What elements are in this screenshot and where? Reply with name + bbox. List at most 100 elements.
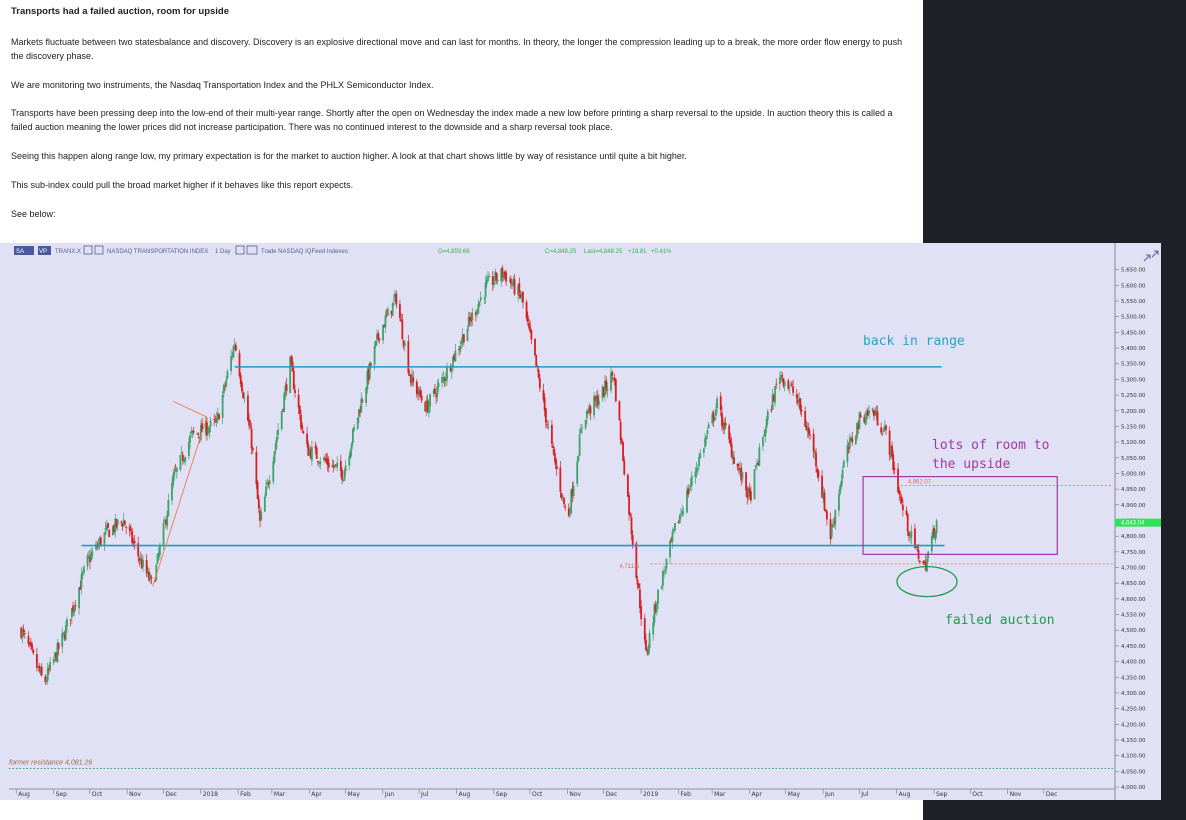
- candle-body: [655, 603, 658, 612]
- candle-body: [78, 587, 80, 609]
- interval-dropdown-icon[interactable]: [235, 245, 245, 255]
- candle-body: [453, 354, 456, 360]
- candle-body: [509, 278, 512, 284]
- candle-body: [154, 579, 156, 582]
- candle-body: [324, 457, 327, 461]
- candle-body: [858, 412, 861, 429]
- bar-type-icon[interactable]: [246, 245, 258, 255]
- x-tick-label: Sep: [496, 791, 508, 798]
- symbol-label[interactable]: TRANX.X: [55, 249, 81, 255]
- x-tick-label: Feb: [240, 791, 251, 798]
- candle-body: [386, 308, 389, 316]
- candle-body: [418, 388, 421, 396]
- candle-body: [918, 560, 921, 563]
- trend-line: [152, 416, 208, 587]
- candle-body: [598, 400, 600, 405]
- x-tick-label: Dec: [1046, 791, 1058, 798]
- candle-body: [841, 469, 844, 479]
- candle-body: [812, 433, 815, 452]
- y-tick-label: 5,000.00: [1121, 471, 1146, 477]
- candle-body: [128, 526, 131, 531]
- candle-body: [198, 436, 201, 438]
- candle-body: [561, 495, 564, 497]
- article-paragraph: Markets fluctuate between two statesbala…: [11, 37, 903, 61]
- article-paragraph: Seeing this happen along range low, my p…: [11, 151, 687, 161]
- candle-body: [251, 448, 254, 451]
- candle-body: [449, 366, 452, 372]
- candle-body: [842, 461, 845, 468]
- candle-body: [576, 461, 579, 485]
- candle-body: [930, 536, 933, 552]
- y-tick-label: 5,150.00: [1121, 424, 1146, 430]
- candle-body: [308, 450, 311, 455]
- y-tick-label: 5,400.00: [1121, 346, 1146, 352]
- candle-body: [310, 447, 313, 461]
- candle-body: [825, 511, 828, 520]
- candle-body: [196, 432, 199, 435]
- candle-body: [370, 363, 372, 366]
- candle-body: [412, 377, 415, 383]
- symbol-info-icon[interactable]: [94, 245, 104, 255]
- candle-body: [351, 428, 354, 444]
- candle-body: [500, 268, 503, 282]
- y-tick-label: 4,200.00: [1121, 722, 1146, 728]
- candle-body: [233, 344, 236, 346]
- candle-body: [595, 396, 598, 402]
- candle-body: [52, 658, 55, 663]
- candle-body: [395, 294, 398, 305]
- candle-body: [914, 528, 916, 548]
- candle-body: [789, 385, 792, 387]
- candle-body: [470, 319, 472, 322]
- chart-settings-icon[interactable]: [1143, 250, 1159, 262]
- sa-button[interactable]: [14, 246, 34, 255]
- candle-body: [657, 589, 659, 604]
- vp-button[interactable]: [38, 246, 51, 255]
- candle-body: [446, 367, 448, 381]
- x-tick-label: Apr: [311, 791, 322, 798]
- candle-body: [494, 271, 497, 282]
- candle-body: [326, 458, 329, 465]
- candle-body: [671, 531, 674, 542]
- candle-body: [294, 389, 296, 394]
- x-tick-label: Dec: [165, 791, 177, 798]
- candle-body: [436, 386, 439, 396]
- interval-label[interactable]: 1 Day: [215, 249, 231, 255]
- candle-body: [247, 395, 249, 421]
- candle-body: [467, 316, 470, 327]
- candle-body: [174, 469, 177, 471]
- candle-body: [643, 618, 646, 640]
- candle-body: [628, 495, 630, 515]
- trend-line: [172, 400, 208, 418]
- candle-body: [479, 297, 482, 301]
- candle-body: [468, 316, 471, 321]
- candle-body: [113, 525, 115, 532]
- candle-body: [137, 543, 140, 557]
- candle-body: [366, 370, 369, 390]
- candle-body: [781, 375, 784, 377]
- candle-body: [652, 622, 655, 635]
- candle-body: [719, 396, 722, 411]
- candle-body: [579, 429, 582, 434]
- candle-body: [343, 470, 346, 481]
- candle-body: [512, 278, 515, 285]
- candle-body: [276, 436, 278, 443]
- candle-body: [547, 426, 550, 428]
- candle-body: [724, 423, 727, 426]
- candle-body: [555, 465, 558, 470]
- candle-body: [804, 410, 807, 427]
- y-tick-label: 4,300.00: [1121, 691, 1146, 697]
- x-tick-label: Jun: [824, 791, 835, 798]
- candle-body: [880, 427, 883, 433]
- candle-body: [461, 334, 464, 343]
- candle-body: [215, 417, 218, 423]
- symbol-dropdown-icon[interactable]: [83, 245, 93, 255]
- candle-body: [873, 410, 875, 417]
- article-paragraph: This sub-index could pull the broad mark…: [11, 180, 354, 190]
- candle-body: [686, 490, 688, 513]
- candle-body: [139, 557, 142, 560]
- candle-body: [737, 467, 740, 471]
- candle-body: [40, 666, 43, 676]
- article: Transports had a failed auction, room fo…: [0, 0, 923, 244]
- x-tick-label: Aug: [899, 791, 911, 798]
- candle-body: [341, 469, 343, 480]
